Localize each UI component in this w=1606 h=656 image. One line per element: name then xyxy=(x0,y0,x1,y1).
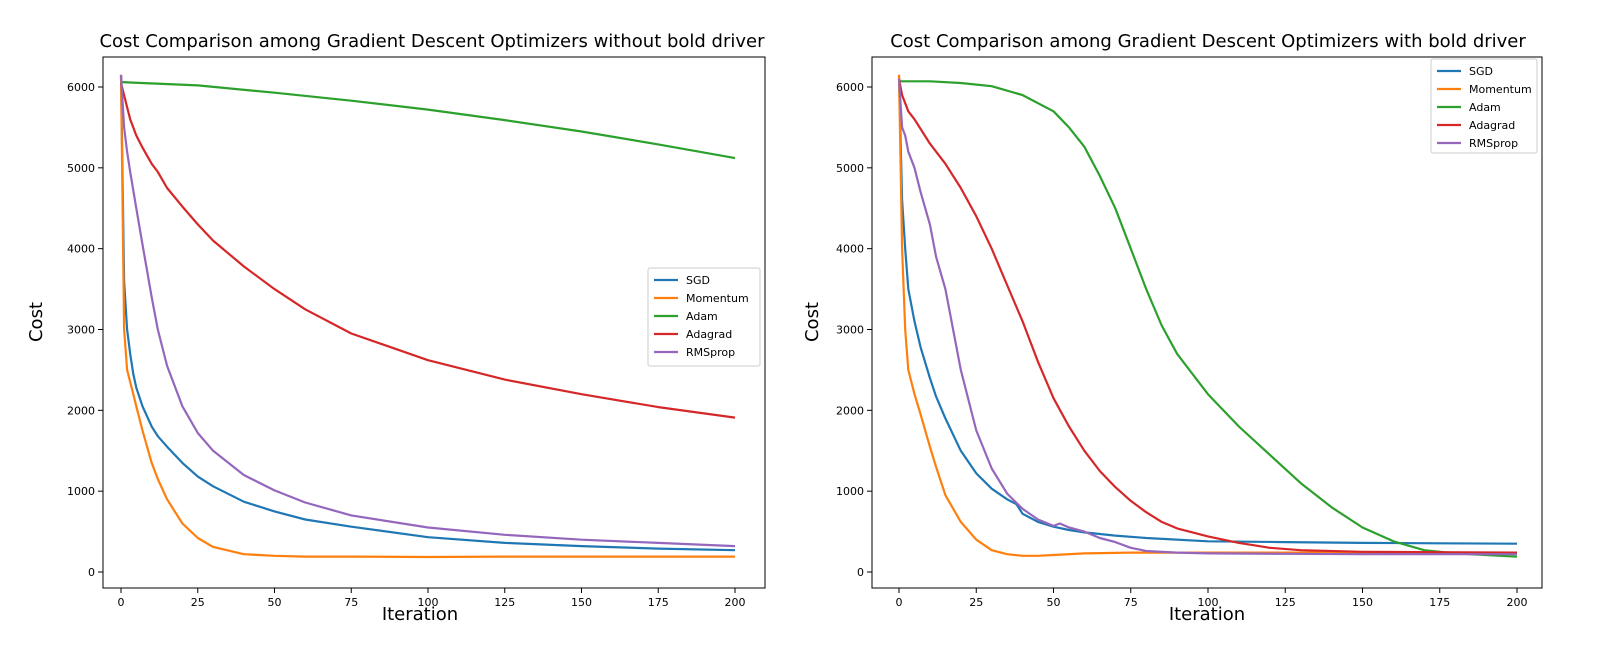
y-tick-label: 1000 xyxy=(836,485,864,498)
y-tick-label: 5000 xyxy=(836,162,864,175)
y-tick-label: 6000 xyxy=(836,81,864,94)
series-lines xyxy=(119,74,736,559)
x-tick-label: 75 xyxy=(1124,596,1138,609)
series-line-adagrad xyxy=(897,78,1518,554)
y-tick-label: 5000 xyxy=(67,162,95,175)
legend-box xyxy=(647,267,761,367)
legend-label: Momentum xyxy=(686,292,749,305)
x-tick-label: 25 xyxy=(191,596,205,609)
chart-title: Cost Comparison among Gradient Descent O… xyxy=(99,31,765,52)
x-axis-label: Iteration xyxy=(382,604,458,625)
legend-label: Adagrad xyxy=(686,328,732,341)
series-line-sgd xyxy=(897,74,1518,545)
y-tick-label: 2000 xyxy=(67,404,95,417)
x-tick-label: 200 xyxy=(725,596,746,609)
x-tick-label: 100 xyxy=(1198,596,1219,609)
series-line-sgd xyxy=(119,74,736,552)
series-line-adam xyxy=(120,81,736,160)
legend-label: Adam xyxy=(686,310,718,323)
chart-without-bold-driver: Cost Comparison among Gradient Descent O… xyxy=(26,31,766,625)
series-line-adam xyxy=(899,80,1518,558)
plot-frame xyxy=(102,56,766,589)
y-tick-label: 4000 xyxy=(836,243,864,256)
axis-ticks: 0 25 50 75 100 125 150 175 200010002000300040005… xyxy=(67,81,746,609)
x-tick-label: 100 xyxy=(418,596,439,609)
plot-frame xyxy=(871,56,1543,589)
legend-box xyxy=(1430,58,1538,154)
x-tick-label: 175 xyxy=(648,596,669,609)
x-tick-label: 150 xyxy=(571,596,592,609)
x-tick-label: 0 xyxy=(118,596,125,609)
x-tick-label: 150 xyxy=(1352,596,1373,609)
chart-title: Cost Comparison among Gradient Descent O… xyxy=(890,31,1526,52)
x-tick-label: 50 xyxy=(268,596,282,609)
legend-label: Adagrad xyxy=(1469,119,1515,132)
series-line-momentum xyxy=(897,74,1517,557)
series-line-momentum xyxy=(119,74,735,559)
legend: SGD Momentum Adam Adagrad RMSprop xyxy=(1430,58,1538,154)
y-tick-label: 3000 xyxy=(67,324,95,337)
x-axis-label: Iteration xyxy=(1169,604,1245,625)
y-tick-label: 1000 xyxy=(67,485,95,498)
x-tick-label: 50 xyxy=(1047,596,1061,609)
y-tick-label: 4000 xyxy=(67,243,95,256)
legend-label: SGD xyxy=(1469,65,1493,78)
y-tick-label: 0 xyxy=(88,566,95,579)
legend: SGD Momentum Adam Adagrad RMSprop xyxy=(647,267,761,367)
series-line-rmsprop xyxy=(119,74,736,548)
legend-label: RMSprop xyxy=(1469,137,1518,150)
x-tick-label: 25 xyxy=(969,596,983,609)
series-line-adagrad xyxy=(119,82,736,419)
x-tick-label: 200 xyxy=(1507,596,1528,609)
legend-label: Momentum xyxy=(1469,83,1532,96)
legend-label: SGD xyxy=(686,274,710,287)
x-tick-label: 125 xyxy=(1275,596,1296,609)
series-line-rmsprop xyxy=(897,78,1517,556)
axis-ticks: 0 25 50 75 100 125 150 175 200010002000300040005… xyxy=(836,81,1528,609)
y-axis-label: Cost xyxy=(26,302,47,342)
legend-label: RMSprop xyxy=(686,346,735,359)
series-lines xyxy=(897,74,1518,558)
chart-with-bold-driver: Cost Comparison among Gradient Descent O… xyxy=(802,31,1543,625)
y-tick-label: 2000 xyxy=(836,404,864,417)
y-tick-label: 0 xyxy=(857,566,864,579)
legend-label: Adam xyxy=(1469,101,1501,114)
x-tick-label: 125 xyxy=(494,596,515,609)
y-axis-label: Cost xyxy=(802,302,823,342)
x-tick-label: 175 xyxy=(1429,596,1450,609)
x-tick-label: 75 xyxy=(344,596,358,609)
y-tick-label: 3000 xyxy=(836,324,864,337)
x-tick-label: 0 xyxy=(896,596,903,609)
y-tick-label: 6000 xyxy=(67,81,95,94)
